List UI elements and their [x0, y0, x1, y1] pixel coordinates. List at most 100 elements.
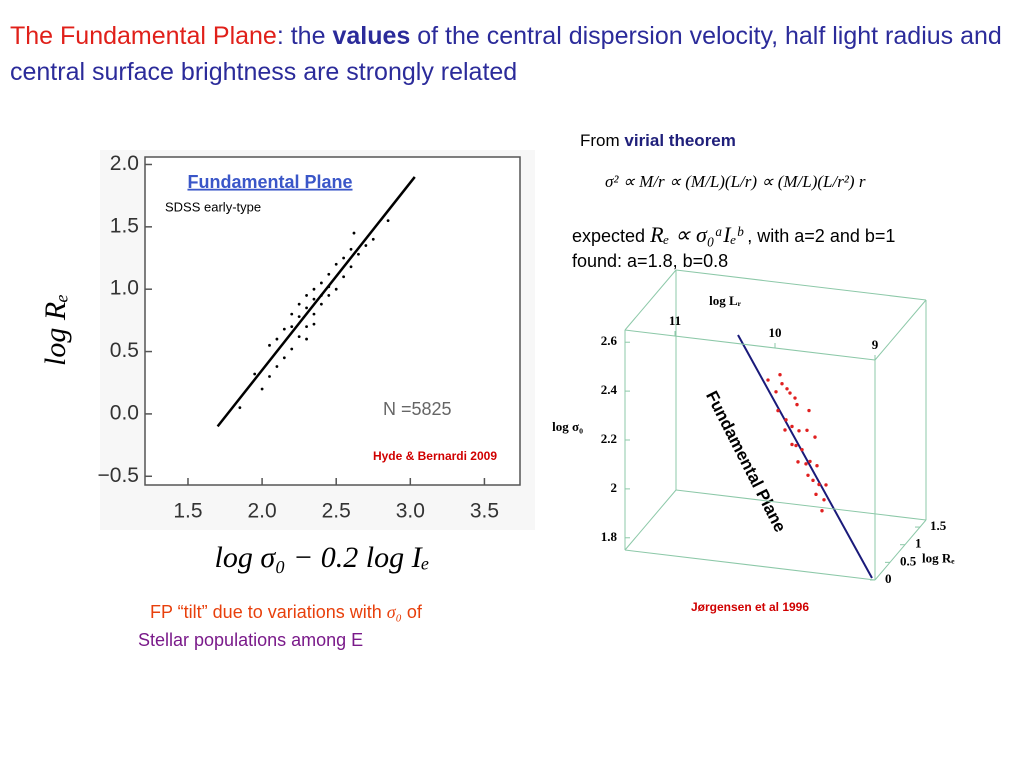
point	[800, 447, 804, 452]
y-tick-label: 2.4	[601, 382, 618, 397]
x-tick-label: 10	[769, 325, 782, 340]
point	[319, 281, 323, 285]
point	[305, 306, 308, 310]
point	[796, 460, 800, 464]
text: expected	[572, 226, 651, 246]
point	[785, 387, 789, 391]
point	[349, 265, 353, 269]
point	[334, 287, 338, 291]
point	[342, 275, 346, 279]
text: virial theorem	[624, 131, 736, 150]
point	[774, 390, 778, 394]
fit-line	[216, 176, 416, 428]
title-part: : the	[276, 22, 333, 50]
point	[780, 382, 784, 386]
point	[807, 408, 811, 413]
point	[822, 498, 826, 502]
point	[820, 509, 824, 513]
z-tick-label: 1.5	[930, 518, 947, 533]
point	[815, 464, 819, 468]
point	[766, 378, 770, 382]
x-tick-label: 2.5	[322, 500, 351, 523]
point	[783, 428, 787, 432]
plot-subtitle: SDSS early-type	[165, 199, 261, 214]
y-tick-label: 2	[611, 480, 618, 495]
x-tick-label: 3.5	[470, 500, 499, 523]
point	[297, 302, 301, 306]
point	[352, 231, 356, 235]
populations-text: Stellar populations among E	[138, 630, 364, 650]
source: Jørgensen et al 1996	[691, 600, 809, 614]
title-part: The Fundamental Plane	[10, 22, 277, 50]
point	[290, 325, 294, 329]
point	[386, 219, 390, 223]
point	[784, 418, 788, 422]
point	[371, 237, 375, 241]
box-edge	[874, 519, 927, 581]
y-axis-label: log Rₑ	[39, 294, 72, 366]
point	[275, 337, 279, 341]
point	[268, 375, 271, 378]
z-tick-label: 0.5	[900, 553, 917, 568]
box-edge	[624, 549, 876, 581]
point	[790, 424, 794, 429]
y-tick-label: 2.2	[601, 431, 617, 446]
x-tick-label: 11	[669, 313, 681, 328]
y-tick-label: 0.5	[110, 339, 139, 362]
x-tick-label: 1.5	[173, 500, 202, 523]
plot-frame	[144, 156, 521, 486]
box-edge	[675, 489, 927, 521]
point	[776, 408, 780, 413]
z-tick-label: 1	[915, 536, 922, 551]
box-edge	[874, 299, 927, 361]
point	[312, 287, 316, 291]
annotation: N =5825	[383, 399, 452, 419]
formula: Rₑ ∝ σ₀ᵃIₑᵇ	[650, 222, 743, 247]
point	[811, 478, 815, 483]
source: Hyde & Bernardi 2009	[373, 449, 497, 463]
z-axis-label: log Rₑ	[922, 550, 955, 565]
y-tick-label: 2.6	[601, 333, 618, 348]
point	[290, 347, 294, 351]
box-edge	[675, 269, 927, 301]
point	[793, 396, 797, 400]
point	[282, 356, 286, 360]
point	[788, 391, 792, 395]
y-tick-label: 0.0	[110, 401, 139, 424]
point	[282, 327, 286, 331]
point	[297, 315, 301, 319]
point	[305, 325, 308, 329]
point	[297, 335, 301, 338]
x-tick-label: 3.0	[396, 500, 425, 523]
slide-title: The Fundamental Plane: the values of the…	[10, 18, 1010, 90]
point	[253, 372, 257, 376]
point	[312, 297, 316, 301]
expected-text: expected Rₑ ∝ σ₀ᵃIₑᵇ , with a=2 and b=1	[572, 222, 895, 248]
y-axis-label: log σ₀	[552, 419, 583, 434]
text: , with a=2 and b=1	[742, 226, 896, 246]
point	[794, 443, 798, 448]
point	[817, 482, 821, 487]
text: FP “tilt” due to variations with	[150, 602, 387, 622]
point	[357, 252, 360, 256]
point	[275, 365, 279, 368]
point	[327, 272, 331, 276]
x-axis-label: log σ₀ − 0.2 log Iₑ	[215, 541, 430, 574]
point	[319, 302, 323, 306]
z-tick-label: 0	[885, 571, 892, 586]
point	[364, 244, 368, 247]
point	[312, 312, 316, 316]
point	[797, 429, 801, 433]
x-tick-label: 2.0	[247, 500, 276, 523]
found-text: found: a=1.8, b=0.8	[572, 251, 729, 271]
tilt-text: FP “tilt” due to variations with σ₀ of	[150, 602, 422, 623]
point	[268, 343, 271, 347]
y-tick-label: 2.0	[110, 152, 139, 175]
x-tick-label: 9	[872, 337, 879, 352]
box-edge	[624, 269, 677, 331]
point	[327, 294, 331, 297]
virial-text: From virial theorem	[580, 131, 736, 151]
point	[804, 462, 808, 466]
